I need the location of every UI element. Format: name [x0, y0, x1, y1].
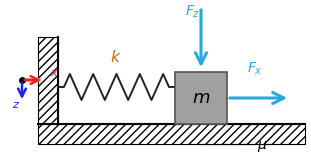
Text: k: k [111, 50, 119, 64]
Text: $F_z$: $F_z$ [185, 4, 200, 20]
Text: $\mu$: $\mu$ [257, 139, 267, 154]
Bar [175, 72, 227, 124]
Bar [38, 37, 58, 124]
Text: z: z [12, 100, 18, 110]
Text: $F_x$: $F_x$ [247, 61, 263, 77]
Text: x: x [50, 68, 57, 78]
Text: m: m [192, 89, 210, 107]
Bar [38, 124, 305, 144]
